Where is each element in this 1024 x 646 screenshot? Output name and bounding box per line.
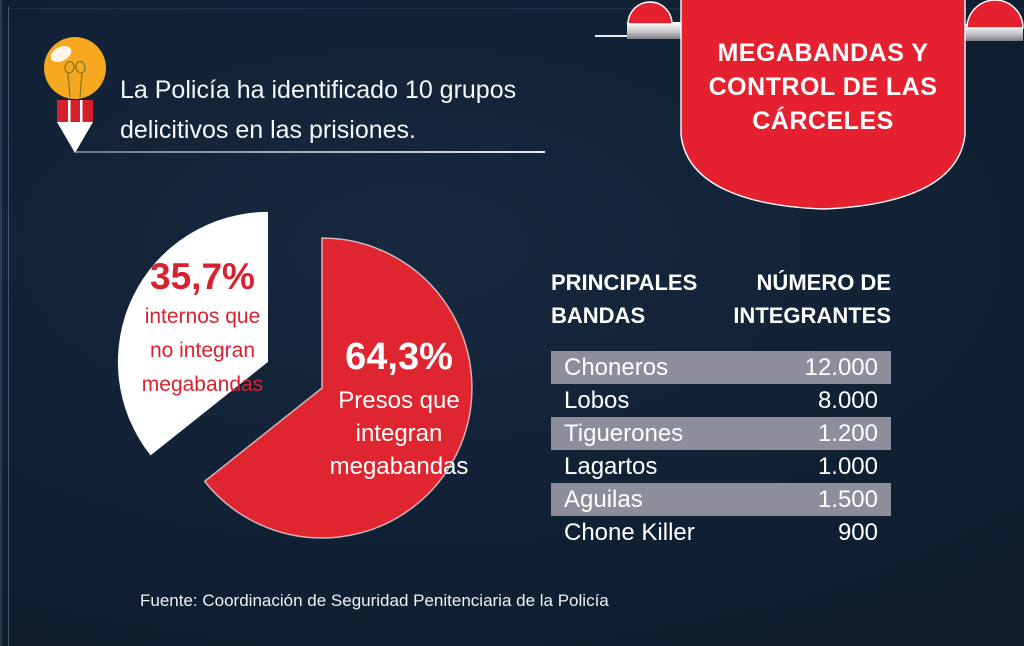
gang-name: Choneros xyxy=(564,353,669,381)
table-header: PRINCIPALES BANDAS NÚMERO DE INTEGRANTES xyxy=(551,266,891,332)
gang-name: Tiguerones xyxy=(564,419,684,447)
table-row: Lobos 8.000 xyxy=(551,384,891,417)
table-header-integrantes: NÚMERO DE INTEGRANTES xyxy=(733,270,891,328)
pie-slice-no-megabandas xyxy=(117,211,268,456)
frame-line-left xyxy=(8,6,9,646)
source-caption: Fuente: Coordinación de Seguridad Penite… xyxy=(140,591,609,610)
gang-name: Aguilas xyxy=(564,485,643,513)
table-row: Aguilas 1.500 xyxy=(551,483,891,516)
pie-slice-megabandas xyxy=(203,237,473,539)
gangs-table: PRINCIPALES BANDAS NÚMERO DE INTEGRANTES… xyxy=(551,266,891,549)
ribbon-accent-line xyxy=(595,35,639,37)
gang-members: 1.000 xyxy=(817,452,878,480)
lightbulb-pencil-icon xyxy=(44,37,106,153)
table-row: Lagartos 1.000 xyxy=(551,450,891,483)
gang-members: 1.500 xyxy=(817,485,878,513)
ribbon-roll-left xyxy=(627,22,683,39)
intro-line-1: La Policía ha identificado 10 grupos xyxy=(120,76,517,104)
pie-percent-white: 35,7% xyxy=(150,256,255,297)
pie-chart xyxy=(117,211,473,539)
intro-text: La Policía ha identificado 10 grupos del… xyxy=(120,70,516,150)
table-row: Tiguerones 1.200 xyxy=(551,417,891,450)
ribbon-title-line-3: CÁRCELES xyxy=(752,107,894,135)
ribbon-body xyxy=(680,0,966,210)
pie-sublabel-white: internos que no integran megabandas xyxy=(141,305,264,396)
ribbon-title-line-2: CONTROL DE LAS xyxy=(708,73,938,101)
gang-members: 900 xyxy=(837,518,878,546)
table-row: Chone Killer 900 xyxy=(551,516,891,549)
table-header-bandas: PRINCIPALES BANDAS xyxy=(551,270,698,328)
frame-line-top xyxy=(8,8,1024,9)
pie-sublabel-red: Presos que integran megabandas xyxy=(329,387,469,480)
gang-members: 12.000 xyxy=(804,353,878,381)
gang-name: Chone Killer xyxy=(564,518,695,546)
ribbon-title-line-1: MEGABANDAS Y xyxy=(717,39,929,67)
gang-name: Lagartos xyxy=(564,452,658,480)
table-row: Choneros 12.000 xyxy=(551,351,891,384)
gang-name: Lobos xyxy=(564,386,630,414)
pie-label-no-megabandas: 35,7% internos que no integran megabanda… xyxy=(95,256,310,402)
ribbon-title: MEGABANDAS Y CONTROL DE LAS CÁRCELES xyxy=(683,36,963,138)
ribbon-banner xyxy=(627,0,1024,210)
left-edge-highlight xyxy=(0,0,2,646)
pie-percent-red: 64,3% xyxy=(345,336,453,378)
gang-members: 8.000 xyxy=(817,386,878,414)
gang-members: 1.200 xyxy=(817,419,878,447)
table-body: Choneros 12.000 Lobos 8.000 Tiguerones 1… xyxy=(551,351,891,549)
ribbon-curl-left xyxy=(627,1,673,25)
ribbon-curl-right xyxy=(966,0,1024,29)
intro-line-2: delicitivos en las prisiones. xyxy=(120,116,416,144)
pie-label-megabandas: 64,3% Presos que integran megabandas xyxy=(293,336,505,483)
divider-line xyxy=(75,151,545,153)
